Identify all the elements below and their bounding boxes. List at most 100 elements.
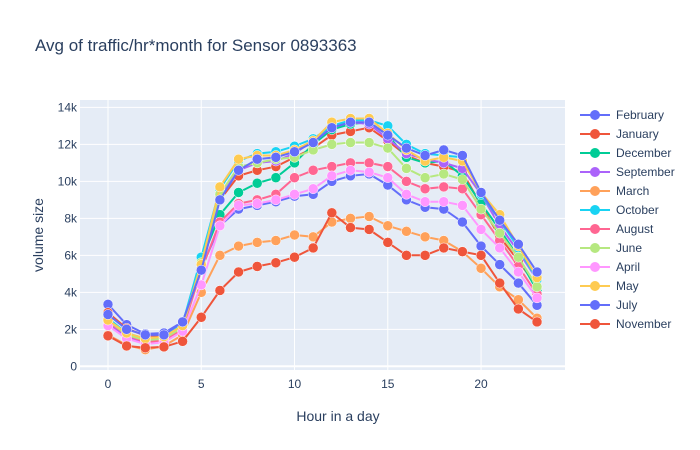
legend-item-november[interactable]: November	[580, 317, 671, 331]
data-point-april	[289, 189, 300, 200]
data-point-december	[233, 187, 244, 198]
legend-item-february[interactable]: February	[580, 108, 664, 122]
data-point-march	[233, 240, 244, 252]
data-point-july	[438, 144, 449, 156]
legend-label: December	[616, 146, 671, 160]
data-point-july	[382, 129, 394, 141]
legend-swatch-marker	[590, 262, 600, 272]
data-point-july	[363, 116, 375, 128]
legend-item-september[interactable]: September	[580, 165, 675, 179]
data-point-june	[345, 137, 356, 148]
series-november	[102, 207, 543, 354]
legend-swatch-marker	[590, 167, 600, 177]
data-point-july	[214, 194, 226, 206]
legend-label: November	[616, 317, 671, 331]
data-point-june	[513, 251, 524, 263]
data-point-november	[513, 303, 524, 315]
data-point-november	[475, 250, 487, 261]
legend-item-august[interactable]: August	[580, 222, 654, 236]
data-point-june	[401, 163, 412, 174]
data-point-march	[363, 211, 375, 222]
data-point-april	[531, 292, 543, 304]
data-point-november	[214, 285, 226, 296]
legend[interactable]: February January December September March Oct…	[580, 108, 675, 331]
data-point-february	[475, 240, 487, 252]
legend-item-october[interactable]: October	[580, 203, 659, 217]
data-point-april	[307, 183, 319, 195]
data-point-august	[438, 181, 449, 193]
y-tick-label: 0	[70, 359, 77, 373]
legend-swatch-marker	[590, 243, 600, 253]
data-point-april	[513, 266, 524, 278]
data-point-november	[307, 242, 319, 254]
legend-swatch-marker	[590, 129, 600, 139]
data-point-november	[531, 316, 543, 328]
data-point-august	[419, 183, 431, 195]
data-point-march	[251, 237, 263, 248]
legend-label: January	[616, 127, 659, 141]
data-point-july	[233, 165, 244, 176]
data-point-april	[438, 196, 449, 207]
y-tick-label: 14k	[58, 100, 78, 114]
data-point-february	[494, 259, 505, 270]
legend-label: August	[616, 222, 654, 236]
data-point-march	[289, 229, 300, 241]
data-point-november	[494, 277, 505, 289]
y-tick-label: 12k	[58, 137, 78, 151]
legend-item-may[interactable]: May	[580, 279, 639, 293]
data-point-november	[196, 312, 207, 323]
data-point-november	[251, 261, 263, 272]
data-point-july	[140, 329, 151, 341]
legend-swatch-marker	[590, 319, 600, 329]
legend-swatch-marker	[590, 205, 600, 215]
legend-swatch-marker	[590, 300, 600, 310]
legend-item-june[interactable]: June	[580, 241, 642, 255]
data-point-august	[363, 157, 375, 169]
data-point-april	[475, 224, 487, 235]
legend-item-january[interactable]: January	[580, 127, 659, 141]
data-point-june	[363, 137, 375, 148]
legend-item-december[interactable]: December	[580, 146, 671, 160]
legend-item-july[interactable]: July	[580, 298, 637, 312]
legend-item-march[interactable]: March	[580, 184, 649, 198]
data-point-august	[401, 176, 412, 187]
data-point-july	[251, 153, 263, 165]
data-point-june	[475, 203, 487, 215]
chart-title: Avg of traffic/hr*month for Sensor 08933…	[35, 36, 357, 55]
legend-label: April	[616, 260, 640, 274]
legend-label: March	[616, 184, 649, 198]
legend-swatch-marker	[590, 186, 600, 196]
y-tick-label: 8k	[64, 211, 78, 225]
y-tick-label: 2k	[64, 322, 78, 336]
data-point-november	[102, 330, 114, 342]
data-point-april	[326, 170, 338, 182]
data-point-march	[214, 250, 226, 261]
data-point-july	[177, 316, 188, 328]
data-point-november	[233, 266, 244, 278]
data-point-november	[270, 257, 282, 268]
data-point-july	[457, 150, 468, 161]
legend-item-april[interactable]: April	[580, 260, 640, 274]
x-tick-label: 5	[198, 377, 205, 391]
data-point-june	[438, 168, 449, 180]
data-point-june	[419, 172, 431, 183]
data-point-march	[475, 263, 487, 274]
data-point-june	[457, 174, 468, 185]
data-point-july	[401, 142, 412, 154]
data-point-november	[140, 342, 151, 354]
data-point-april	[251, 198, 263, 209]
x-tick-label: 15	[381, 377, 395, 391]
data-point-july	[102, 309, 114, 320]
data-point-february	[457, 216, 468, 228]
data-point-july	[270, 152, 282, 163]
y-tick-label: 6k	[64, 248, 78, 262]
data-point-july	[307, 137, 319, 148]
data-point-july	[158, 329, 170, 341]
data-point-july	[121, 324, 132, 335]
data-point-may	[214, 181, 226, 193]
data-point-march	[382, 220, 394, 232]
legend-swatch-marker	[590, 281, 600, 291]
data-point-november	[438, 242, 449, 254]
data-point-july	[494, 214, 505, 226]
plot-area	[80, 100, 565, 370]
